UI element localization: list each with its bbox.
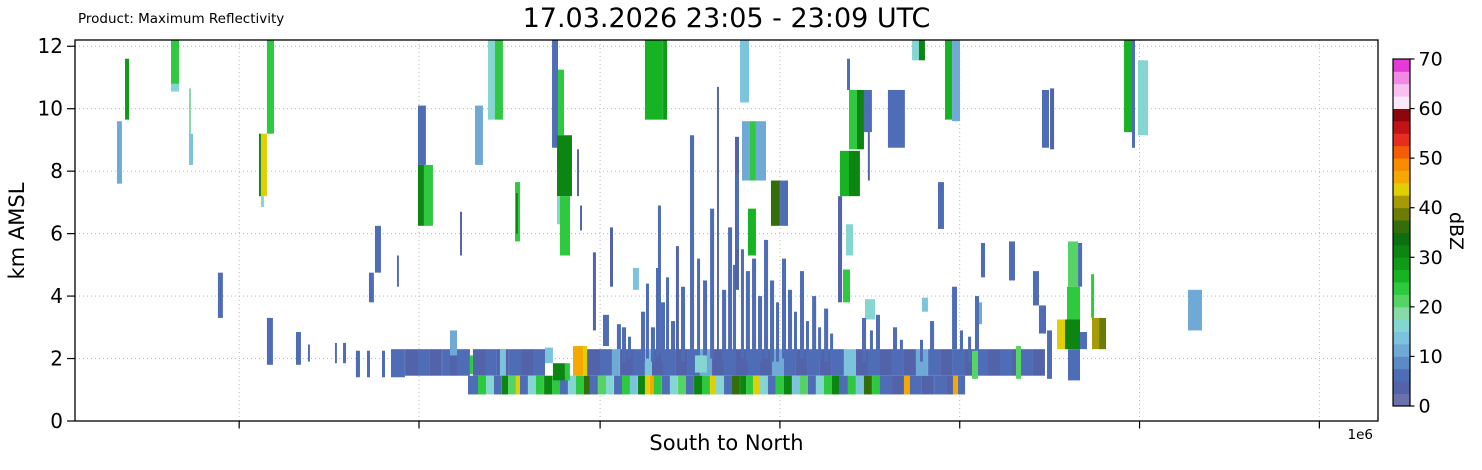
svg-text:0: 0 <box>50 409 63 433</box>
chart-title: 17.03.2026 23:05 - 23:09 UTC <box>522 3 931 34</box>
svg-text:10: 10 <box>38 97 63 121</box>
svg-text:6: 6 <box>50 222 63 246</box>
svg-text:30: 30 <box>1419 247 1443 269</box>
x-axis-label: South to North <box>649 431 804 455</box>
y-axis-label: km AMSL <box>5 182 29 280</box>
colorbar-cells <box>1393 59 1410 407</box>
x-offset-label: 1e6 <box>1347 427 1373 443</box>
colorbar-tick-labels: 0 10 20 30 40 50 60 70 <box>1419 49 1443 418</box>
cells-layer <box>116 40 1202 395</box>
product-label: Product: Maximum Reflectivity <box>78 11 285 27</box>
svg-text:2: 2 <box>50 347 63 371</box>
colorbar-ticks <box>1410 58 1415 407</box>
svg-text:12: 12 <box>38 34 63 58</box>
svg-text:8: 8 <box>50 159 63 183</box>
y-tick-labels: 0 2 4 6 8 10 12 <box>38 34 63 433</box>
svg-text:20: 20 <box>1419 296 1443 318</box>
svg-text:60: 60 <box>1419 98 1443 120</box>
svg-text:4: 4 <box>50 284 63 308</box>
svg-text:40: 40 <box>1419 197 1443 219</box>
colorbar-frame <box>1392 58 1411 407</box>
axis-ticks <box>67 45 1320 429</box>
svg-text:0: 0 <box>1419 396 1431 418</box>
svg-text:50: 50 <box>1419 148 1443 170</box>
colorbar-label: dBZ <box>1445 211 1467 251</box>
plot-frame <box>74 39 1379 422</box>
svg-text:70: 70 <box>1419 49 1443 71</box>
svg-text:10: 10 <box>1419 346 1443 368</box>
